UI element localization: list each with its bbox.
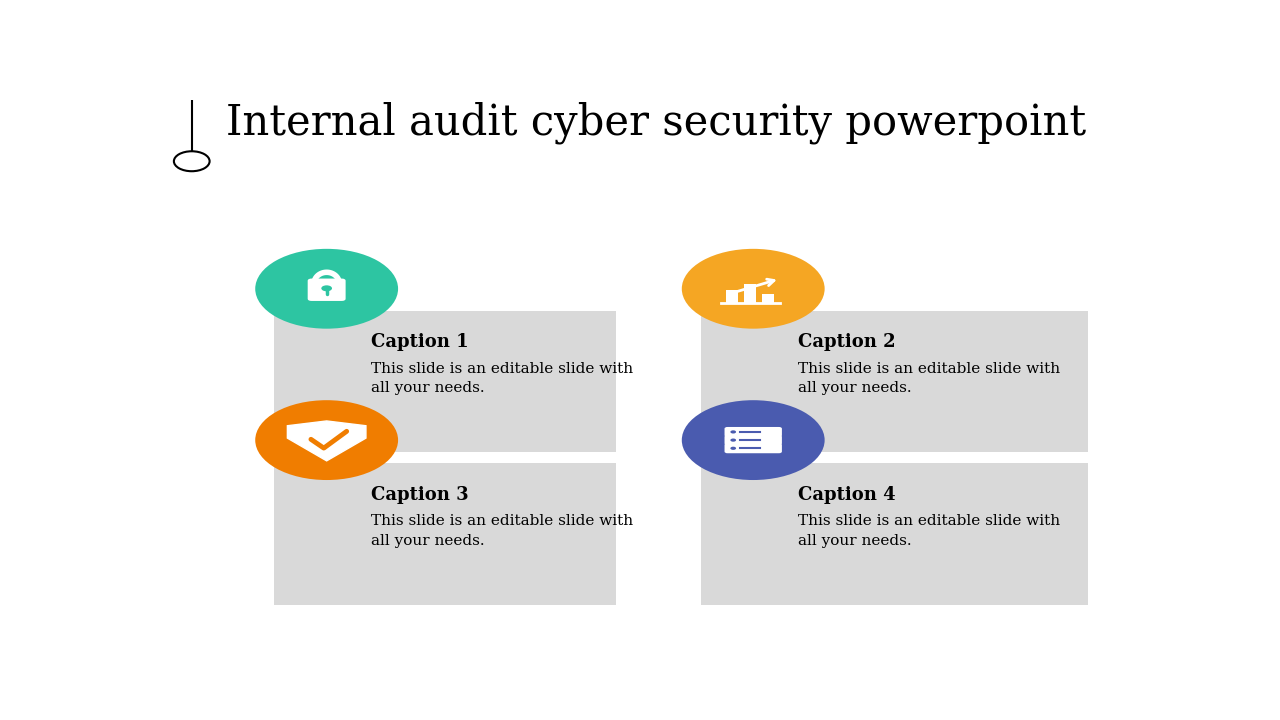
Circle shape	[321, 285, 332, 292]
Circle shape	[731, 431, 736, 433]
Text: Caption 4: Caption 4	[797, 485, 896, 503]
Text: This slide is an editable slide with
all your needs.: This slide is an editable slide with all…	[797, 362, 1060, 395]
FancyBboxPatch shape	[724, 427, 782, 437]
Text: This slide is an editable slide with
all your needs.: This slide is an editable slide with all…	[371, 362, 634, 395]
Text: Caption 2: Caption 2	[797, 333, 896, 351]
Circle shape	[682, 249, 824, 328]
Circle shape	[731, 446, 736, 450]
FancyBboxPatch shape	[724, 435, 782, 445]
Polygon shape	[288, 421, 366, 461]
Circle shape	[255, 400, 398, 480]
FancyBboxPatch shape	[700, 311, 1088, 452]
Circle shape	[682, 400, 824, 480]
Text: Caption 3: Caption 3	[371, 485, 468, 503]
FancyBboxPatch shape	[726, 290, 739, 302]
Circle shape	[255, 249, 398, 328]
FancyBboxPatch shape	[724, 444, 782, 454]
FancyBboxPatch shape	[744, 284, 756, 302]
FancyBboxPatch shape	[307, 279, 346, 301]
Text: Internal audit cyber security powerpoint: Internal audit cyber security powerpoint	[227, 102, 1085, 144]
Circle shape	[174, 151, 210, 171]
FancyBboxPatch shape	[274, 464, 617, 605]
FancyBboxPatch shape	[700, 464, 1088, 605]
FancyBboxPatch shape	[762, 294, 774, 302]
FancyBboxPatch shape	[274, 311, 617, 452]
Text: This slide is an editable slide with
all your needs.: This slide is an editable slide with all…	[797, 514, 1060, 548]
Text: This slide is an editable slide with
all your needs.: This slide is an editable slide with all…	[371, 514, 634, 548]
Circle shape	[731, 438, 736, 441]
Text: Caption 1: Caption 1	[371, 333, 468, 351]
